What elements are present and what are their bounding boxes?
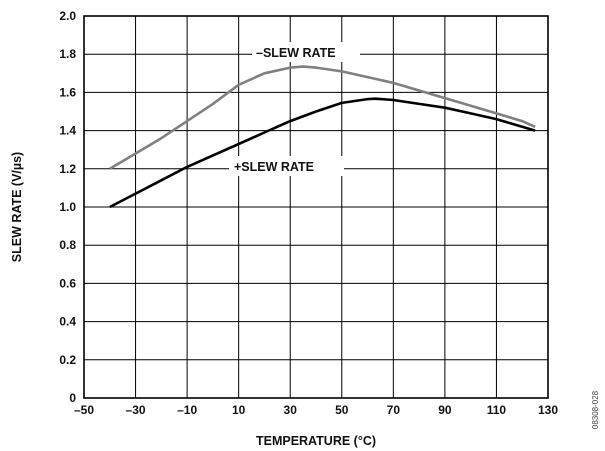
y-tick-label: 0 (69, 391, 76, 405)
y-tick-label: 0.2 (59, 353, 76, 367)
x-tick-label: 130 (538, 403, 558, 417)
y-tick-label: 0.8 (59, 238, 76, 252)
y-tick-label: 1.2 (59, 162, 76, 176)
x-tick-label: 10 (232, 403, 246, 417)
y-axis-label: SLEW RATE (V/µs) (10, 152, 24, 262)
x-tick-label: 110 (487, 403, 507, 417)
y-tick-labels: 0 0.2 0.4 0.6 0.8 1.0 1.2 1.4 1.6 1.8 2.0 (59, 9, 76, 405)
minus-slew-rate-line (109, 65, 536, 170)
x-tick-label: –30 (126, 403, 146, 417)
plus-slew-rate-label: +SLEW RATE (234, 160, 314, 174)
series-lines (109, 65, 536, 209)
y-tick-label: 1.6 (59, 85, 76, 99)
plus-slew-rate-line (109, 97, 536, 209)
x-tick-label: 30 (284, 403, 298, 417)
y-tick-label: 1.8 (59, 47, 76, 61)
minus-slew-rate-callout: –SLEW RATE (252, 42, 360, 62)
x-tick-labels: –50 –30 –10 10 30 50 70 90 110 130 (74, 403, 558, 417)
y-tick-label: 1.4 (59, 124, 76, 138)
y-tick-label: 2.0 (59, 9, 76, 23)
y-tick-label: 1.0 (59, 200, 76, 214)
grid (84, 16, 548, 398)
figure-id: 08308-028 (591, 390, 600, 429)
plot-frame (83, 15, 549, 399)
x-tick-label: 90 (438, 403, 452, 417)
series-labels: –SLEW RATE +SLEW RATE (229, 42, 360, 176)
plus-slew-rate-callout: +SLEW RATE (229, 156, 344, 176)
y-tick-label: 0.6 (59, 276, 76, 290)
y-tick-label: 0.4 (59, 315, 76, 329)
minus-slew-rate-label: –SLEW RATE (256, 46, 336, 60)
x-tick-label: –10 (177, 403, 197, 417)
x-tick-label: 50 (335, 403, 349, 417)
x-axis-label: TEMPERATURE (°C) (256, 434, 376, 448)
x-tick-label: 70 (387, 403, 401, 417)
x-tick-label: –50 (74, 403, 94, 417)
